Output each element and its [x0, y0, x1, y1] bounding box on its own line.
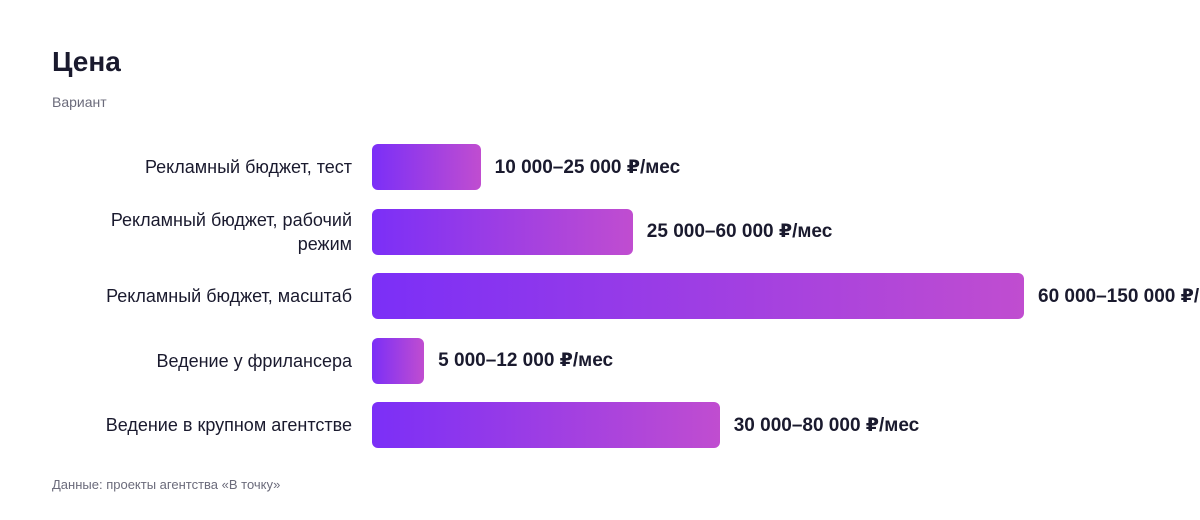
- chart-subtitle: Вариант: [52, 94, 107, 110]
- bar-row: Ведение у фрилансера 5 000–12 000 ₽/мес: [0, 337, 1200, 384]
- category-label: Рекламный бюджет, рабочий режим: [110, 209, 352, 254]
- bar-row: Рекламный бюджет, рабочий режим 25 000–60…: [0, 208, 1200, 255]
- bar: [372, 337, 425, 384]
- category-label: Рекламный бюджет, тест: [144, 157, 352, 177]
- value-label: 5 000–12 000 ₽/мес: [438, 350, 614, 371]
- bar-row: Рекламный бюджет, масштаб 60 000–150 000 …: [0, 273, 1200, 319]
- bar-row: Ведение в крупном агентстве 30 000–80 000…: [0, 402, 1200, 448]
- bar-row: Рекламный бюджет, тест 10 000–25 000 ₽/ме…: [0, 144, 1200, 190]
- category-label: Рекламный бюджет, масштаб: [106, 286, 352, 306]
- value-label: 60 000–150 000 ₽/мес: [1038, 285, 1200, 307]
- bar: [372, 144, 481, 190]
- source-note: Данные: проекты агентства «В точку»: [52, 477, 281, 492]
- value-label: 10 000–25 000 ₽/мес: [494, 156, 681, 178]
- bar: [372, 273, 1024, 319]
- chart-title: Цена: [52, 46, 121, 77]
- category-label: Ведение у фрилансера: [156, 350, 352, 371]
- value-label: 30 000–80 000 ₽/мес: [733, 414, 920, 436]
- value-label: 25 000–60 000 ₽/мес: [646, 221, 833, 242]
- category-label: Ведение в крупном агентстве: [105, 415, 352, 435]
- bar: [372, 402, 720, 448]
- bar: [372, 208, 633, 255]
